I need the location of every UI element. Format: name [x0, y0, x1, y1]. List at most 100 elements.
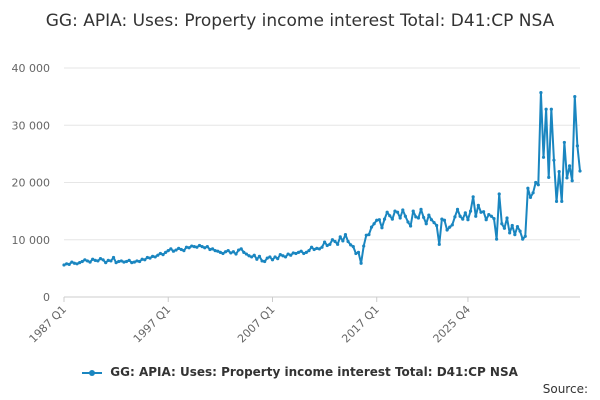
data-point[interactable] [544, 107, 548, 111]
data-point[interactable] [72, 261, 77, 265]
data-point[interactable] [226, 249, 230, 253]
data-point[interactable] [166, 249, 170, 253]
data-point[interactable] [461, 217, 465, 221]
data-point[interactable] [432, 220, 436, 225]
data-point[interactable] [309, 245, 314, 249]
data-point[interactable] [325, 243, 329, 248]
data-point[interactable] [179, 247, 183, 252]
data-point[interactable] [320, 245, 324, 249]
data-point[interactable] [414, 215, 418, 219]
data-point[interactable] [169, 247, 173, 251]
data-point[interactable] [351, 245, 355, 249]
data-point[interactable] [312, 247, 316, 252]
data-point[interactable] [534, 180, 538, 185]
data-point[interactable] [349, 243, 353, 247]
data-point[interactable] [119, 259, 123, 263]
data-point[interactable] [257, 254, 262, 258]
data-point[interactable] [184, 245, 189, 249]
data-point[interactable] [497, 192, 501, 196]
data-point[interactable] [419, 207, 423, 212]
data-point[interactable] [578, 169, 582, 173]
data-point[interactable] [510, 223, 514, 228]
data-point[interactable] [276, 257, 280, 261]
data-point[interactable] [526, 186, 530, 190]
data-point[interactable] [500, 222, 504, 226]
data-point[interactable] [518, 229, 522, 233]
data-point[interactable] [221, 251, 225, 256]
data-point[interactable] [468, 209, 473, 213]
data-point[interactable] [148, 256, 152, 260]
data-point[interactable] [409, 224, 413, 228]
data-point[interactable] [406, 220, 410, 224]
data-point[interactable] [429, 218, 434, 222]
data-point[interactable] [164, 250, 168, 254]
data-point[interactable] [380, 226, 384, 230]
data-point[interactable] [450, 223, 454, 227]
data-point[interactable] [521, 237, 525, 241]
data-point[interactable] [523, 234, 527, 238]
data-point[interactable] [307, 249, 311, 253]
data-point[interactable] [304, 250, 308, 254]
data-point[interactable] [132, 260, 136, 264]
data-point[interactable] [70, 260, 74, 264]
data-point[interactable] [299, 249, 303, 253]
data-point[interactable] [531, 191, 535, 195]
data-point[interactable] [471, 195, 475, 199]
data-point[interactable] [508, 231, 512, 235]
data-point[interactable] [369, 225, 374, 229]
data-point[interactable] [200, 245, 204, 249]
data-point[interactable] [359, 261, 363, 265]
data-point[interactable] [208, 247, 212, 252]
data-point[interactable] [547, 175, 551, 179]
data-point[interactable] [286, 252, 290, 256]
data-point[interactable] [515, 224, 520, 229]
data-point[interactable] [260, 259, 264, 263]
data-point[interactable] [93, 258, 97, 262]
data-point[interactable] [237, 248, 241, 252]
data-point[interactable] [104, 261, 108, 265]
data-point[interactable] [466, 218, 470, 222]
data-point[interactable] [216, 249, 220, 253]
data-point[interactable] [247, 254, 251, 258]
data-point[interactable] [455, 207, 460, 212]
data-point[interactable] [382, 217, 387, 221]
data-point[interactable] [375, 218, 379, 222]
data-point[interactable] [171, 249, 176, 253]
data-point[interactable] [130, 261, 134, 265]
data-point[interactable] [489, 214, 493, 218]
data-point[interactable] [122, 260, 126, 264]
data-point[interactable] [435, 223, 439, 228]
data-point[interactable] [463, 211, 467, 215]
data-point[interactable] [393, 209, 397, 213]
data-point[interactable] [229, 251, 233, 255]
data-point[interactable] [252, 253, 256, 257]
data-point[interactable] [192, 245, 196, 249]
data-point[interactable] [481, 210, 486, 214]
data-point[interactable] [343, 233, 348, 237]
data-point[interactable] [75, 262, 79, 266]
data-point[interactable] [395, 210, 400, 214]
data-point[interactable] [231, 250, 235, 254]
data-point[interactable] [111, 255, 116, 260]
data-point[interactable] [487, 212, 491, 217]
data-point[interactable] [273, 255, 277, 259]
data-point[interactable] [294, 251, 298, 256]
data-point[interactable] [445, 228, 449, 232]
data-point[interactable] [385, 210, 389, 214]
data-point[interactable] [205, 245, 209, 249]
data-point[interactable] [315, 246, 319, 250]
data-point[interactable] [174, 248, 178, 252]
data-point[interactable] [448, 225, 452, 229]
data-point[interactable] [492, 216, 496, 221]
data-point[interactable] [476, 203, 480, 207]
data-point[interactable] [513, 233, 517, 237]
data-point[interactable] [539, 91, 543, 95]
data-point[interactable] [377, 218, 381, 222]
data-point[interactable] [234, 252, 238, 256]
data-point[interactable] [158, 251, 163, 256]
data-point[interactable] [427, 213, 431, 217]
data-point[interactable] [268, 255, 272, 259]
data-point[interactable] [96, 259, 100, 263]
data-point[interactable] [177, 246, 181, 250]
data-point[interactable] [479, 210, 483, 214]
